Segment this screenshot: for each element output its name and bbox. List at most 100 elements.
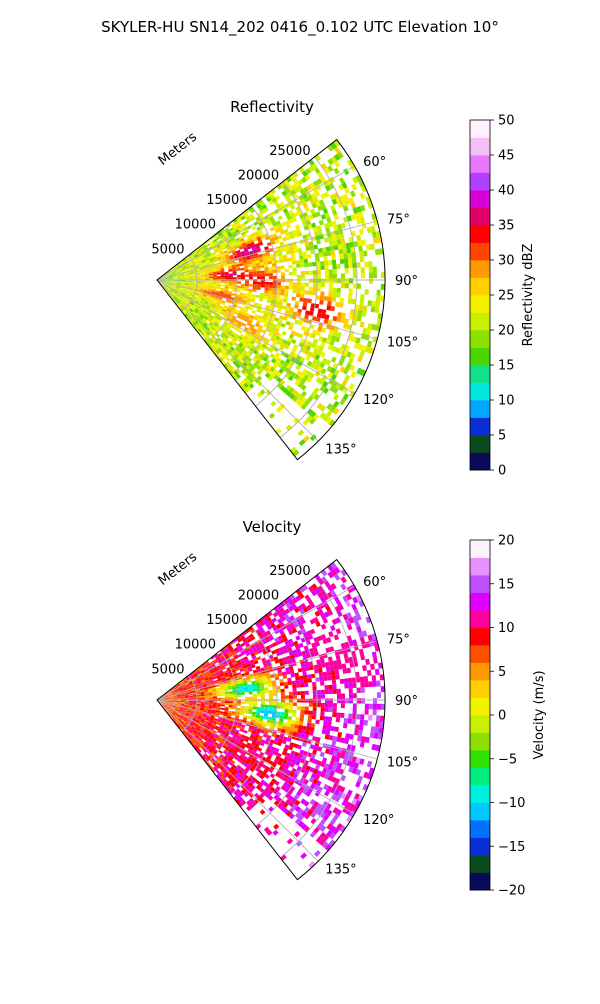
radar-cell: [372, 652, 377, 659]
radar-cell: [369, 267, 373, 273]
radar-cell: [373, 709, 377, 715]
radar-cell: [237, 693, 241, 695]
radar-cell: [330, 306, 335, 311]
radar-cell: [336, 717, 341, 722]
radar-cell: [331, 255, 336, 260]
radar-cell: [373, 267, 377, 273]
radar-cell: [220, 708, 224, 710]
radar-cell: [303, 298, 308, 303]
colorbar-tick-label: 10: [498, 394, 515, 409]
radar-cell: [245, 697, 249, 699]
radar-cell: [285, 286, 289, 290]
radar-cell: [296, 680, 301, 684]
radar-cell: [361, 267, 365, 273]
radar-cell: [300, 259, 304, 263]
radar-cell: [308, 291, 312, 295]
azimuth-tick-label: 105°: [387, 336, 418, 351]
radar-cell: [305, 707, 309, 711]
radar-cell: [342, 248, 347, 254]
radar-cell: [375, 669, 380, 675]
radar-cell: [248, 709, 252, 712]
radar-cell: [375, 721, 380, 727]
radar-cell: [289, 282, 293, 286]
radar-cell: [265, 288, 269, 291]
radar-cell: [303, 255, 308, 260]
radar-cell: [229, 707, 233, 709]
radar-cell: [320, 296, 324, 301]
radar-cell: [328, 717, 333, 722]
radar-cell: [253, 284, 257, 287]
radar-cell: [217, 283, 221, 285]
radar-cell: [193, 701, 197, 702]
radar-cell: [281, 279, 285, 282]
radar-cell: [279, 259, 284, 263]
colorbar-segment: [470, 225, 490, 243]
radar-cell: [213, 282, 217, 284]
radar-cell: [272, 711, 276, 715]
radar-cell: [213, 276, 217, 278]
radar-cell: [253, 702, 257, 705]
radar-cell: [213, 278, 217, 280]
radar-cell: [294, 673, 299, 677]
radar-cell: [306, 726, 311, 731]
radar-cell: [201, 281, 205, 282]
radar-cell: [281, 702, 285, 705]
radar-cell: [322, 247, 327, 252]
radar-cell: [245, 284, 249, 287]
radar-cell: [335, 670, 340, 675]
radar-cell: [269, 270, 273, 273]
range-tick-label: 10000: [175, 218, 216, 233]
radar-cell: [337, 732, 342, 738]
radar-cell: [361, 698, 365, 703]
radar-cell: [299, 298, 304, 302]
radar-cell: [368, 261, 372, 267]
colorbar-segment: [470, 243, 490, 261]
radar-cell: [269, 696, 273, 699]
radar-cell: [289, 699, 293, 703]
radar-cell: [287, 678, 292, 682]
radar-cell: [273, 276, 277, 279]
radar-cell: [240, 288, 244, 291]
radar-cell: [369, 704, 373, 710]
radar-cell: [297, 699, 301, 703]
radar-cell: [308, 678, 313, 683]
radar-cell: [349, 288, 353, 293]
radar-cell: [205, 281, 209, 283]
radar-cell: [320, 261, 325, 266]
radar-cell: [365, 659, 370, 665]
radar-cell: [293, 688, 297, 692]
radar-cell: [225, 272, 229, 274]
radar-cell: [307, 723, 312, 728]
radar-cell: [317, 694, 321, 698]
radar-cell: [257, 284, 261, 287]
radar-cell: [233, 701, 237, 703]
radar-cell: [301, 706, 305, 710]
radar-cell: [265, 708, 269, 711]
radar-cell: [304, 263, 308, 267]
radar-cell: [291, 673, 296, 677]
radar-cell: [233, 697, 237, 699]
radar-cell: [347, 253, 352, 259]
radar-cell: [313, 699, 317, 703]
radar-cell: [345, 268, 349, 273]
radar-cell: [201, 282, 205, 283]
radar-cell: [260, 710, 264, 713]
radar-cell: [324, 716, 329, 721]
radar-cell: [360, 720, 365, 726]
colorbar-tick-label: 25: [498, 289, 515, 304]
radar-cell: [213, 698, 217, 700]
radar-cell: [332, 712, 336, 717]
radar-cell: [275, 428, 282, 434]
radar-cell: [305, 699, 309, 703]
radar-cell: [280, 292, 284, 296]
radar-cell: [332, 684, 336, 689]
radar-cell: [367, 670, 372, 676]
radar-cell: [313, 703, 317, 707]
radar-cell: [353, 703, 357, 708]
radar-cell: [205, 698, 209, 699]
radar-cell: [344, 263, 348, 268]
radar-cell: [293, 692, 297, 696]
radar-cell: [339, 302, 344, 307]
radar-cell: [284, 709, 288, 713]
radar-cell: [245, 274, 249, 277]
